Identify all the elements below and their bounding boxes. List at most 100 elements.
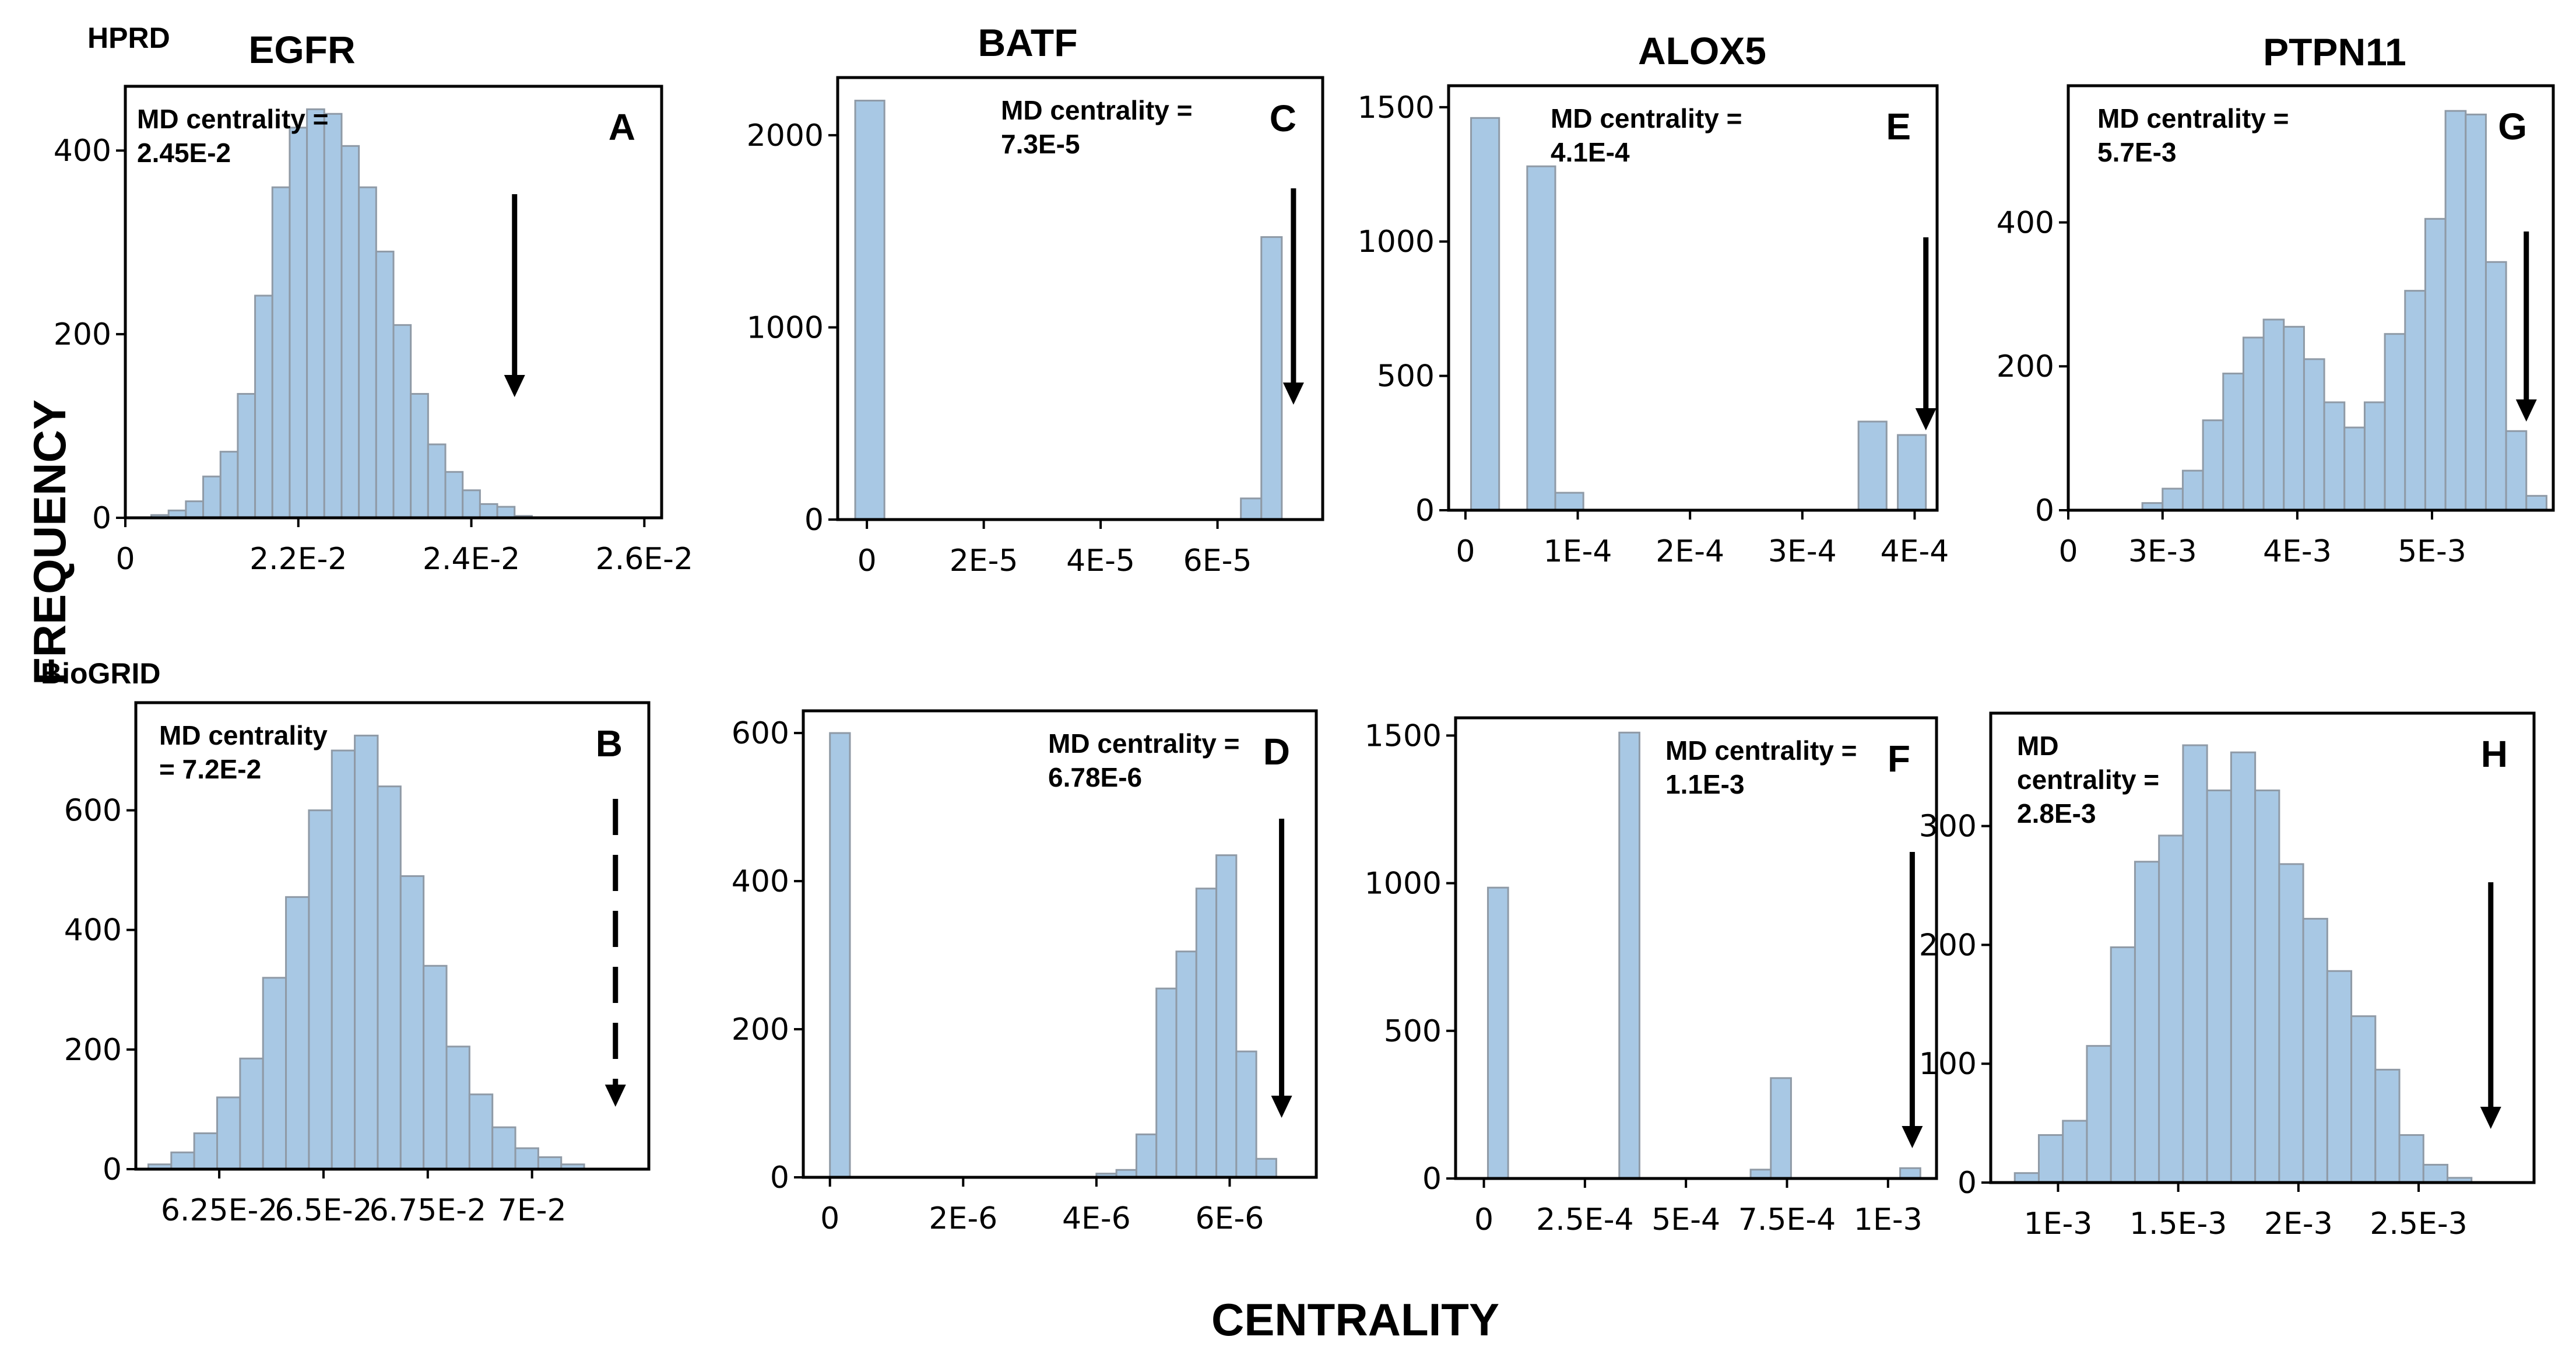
md-centrality-annotation: MD centrality =: [1001, 95, 1193, 125]
y-tick-label: 300: [1919, 809, 1977, 844]
histogram-bar: [239, 1057, 264, 1170]
histogram-bar: [1175, 950, 1197, 1178]
panel-letter: F: [1888, 738, 1910, 780]
x-tick-label: 4E-3: [2263, 534, 2332, 569]
panel-a: 0 200 400 0 2.2E-2 2.4E-2 2.6E-2 EGFR A MD centra…: [54, 28, 693, 577]
x-axis-label: CENTRALITY: [1211, 1294, 1499, 1345]
y-tick-label: 600: [732, 716, 789, 751]
panels-group: 0 200 400 0 2.2E-2 2.4E-2 2.6E-2 EGFR A MD centra…: [54, 21, 2555, 1241]
x-tick-label: 1E-3: [1854, 1202, 1923, 1237]
histogram-bar: [410, 392, 429, 519]
arrow-head: [1902, 1126, 1923, 1148]
y-tick-label: 1500: [1358, 90, 1435, 125]
plot-frame: [134, 701, 651, 1171]
histogram-bar: [331, 749, 356, 1170]
histogram-bar: [2465, 113, 2487, 511]
x-tick-label: 2.6E-2: [596, 542, 693, 577]
x-tick-label: 0: [1456, 534, 1475, 569]
arrow-head: [1271, 1096, 1292, 1118]
histogram-bar: [323, 113, 343, 519]
histogram-bar: [423, 964, 448, 1170]
histogram-bar: [1155, 987, 1178, 1178]
y-tick-label: 400: [54, 134, 111, 169]
histogram-bar: [2422, 1163, 2449, 1184]
histogram-bar: [237, 392, 256, 519]
x-tick-label: 2.5E-4: [1536, 1202, 1633, 1237]
histogram-bar: [491, 1126, 516, 1170]
histogram-bar: [854, 100, 885, 521]
plot-frame: [1454, 716, 1938, 1180]
histogram-bar: [2254, 789, 2280, 1184]
histogram-bar: [1215, 854, 1238, 1178]
x-tick-label: 1.5E-3: [2129, 1206, 2227, 1241]
x-tick-label: 0: [1474, 1202, 1493, 1237]
histogram-bar: [2404, 290, 2426, 511]
y-tick-label: 1000: [1365, 867, 1442, 902]
histogram-bar: [2283, 325, 2305, 511]
histogram-bar: [427, 443, 447, 519]
panel-letter: G: [2498, 106, 2527, 148]
md-centrality-annotation: MD centrality =: [1551, 103, 1742, 134]
y-tick-label: 400: [732, 864, 789, 899]
plot-frame: [836, 76, 1324, 521]
gene-title: BATF: [978, 21, 1077, 64]
histogram-bar: [1195, 888, 1218, 1178]
arrow-head: [2480, 1107, 2501, 1129]
histogram-bar: [2363, 401, 2386, 511]
md-centrality-annotation: 5.7E-3: [2097, 137, 2177, 167]
histogram-bar: [444, 471, 464, 519]
panel-letter: A: [609, 106, 635, 148]
histogram-bar: [1240, 497, 1263, 521]
md-centrality-annotation: MD centrality =: [1048, 728, 1240, 759]
md-centrality-annotation: 2.8E-3: [2017, 798, 2096, 829]
md-centrality-annotation: 7.3E-5: [1001, 129, 1080, 159]
y-tick-label: 500: [1377, 359, 1435, 394]
histogram-bar: [193, 1132, 219, 1170]
histogram-bar: [375, 250, 395, 519]
histogram-bar: [271, 186, 291, 519]
panel-letter: B: [596, 722, 623, 764]
histogram-bar: [2303, 358, 2325, 511]
md-centrality-annotation: centrality =: [2017, 764, 2159, 795]
histogram-bar: [185, 500, 205, 519]
histogram-bar: [2222, 373, 2244, 511]
histogram-bar: [170, 1151, 195, 1170]
histogram-bar: [2484, 261, 2507, 511]
histogram-bar: [2525, 494, 2547, 511]
histogram-bar: [1770, 1077, 1792, 1180]
histogram-bar: [2323, 401, 2346, 511]
histogram-bar: [1135, 1133, 1158, 1178]
histogram-bar: [2350, 1015, 2377, 1184]
arrow-head: [1915, 408, 1937, 430]
panel-b: 0 200 400 600 6.25E-26.5E-26.75E-2 7E-2 B MD ce…: [64, 701, 651, 1228]
y-tick-label: 400: [64, 913, 122, 948]
histogram-bar: [2206, 789, 2232, 1184]
histogram-bar: [1857, 420, 1888, 511]
histogram-bar: [2278, 863, 2304, 1184]
y-tick-label: 0: [1415, 493, 1435, 528]
histogram-bar: [2262, 318, 2285, 511]
row-label-hprd: HPRD: [87, 22, 170, 54]
x-tick-label: 6E-6: [1196, 1201, 1264, 1236]
histogram-bar: [202, 475, 222, 519]
histogram-bar: [354, 734, 379, 1170]
x-tick-label: 2.5E-3: [2370, 1206, 2467, 1241]
y-tick-label: 0: [1958, 1166, 1977, 1201]
histogram-bar: [306, 108, 325, 519]
histogram-bar: [2182, 744, 2208, 1184]
x-tick-label: 2E-3: [2264, 1206, 2333, 1241]
histogram-bar: [2398, 1134, 2424, 1184]
histogram-bar: [216, 1096, 241, 1170]
x-tick-label: 3E-4: [1768, 534, 1837, 569]
y-tick-label: 1500: [1365, 718, 1442, 753]
histogram-bar: [262, 977, 287, 1170]
histogram-bar: [2505, 430, 2528, 511]
md-centrality-annotation: MD centrality =: [137, 104, 329, 134]
x-tick-label: 7.5E-4: [1738, 1202, 1836, 1237]
x-tick-label: 5E-4: [1651, 1202, 1720, 1237]
histogram-bar: [377, 785, 402, 1170]
x-tick-label: 5E-3: [2398, 534, 2466, 569]
panel-letter: E: [1886, 106, 1911, 148]
histogram-bar: [468, 1093, 494, 1170]
